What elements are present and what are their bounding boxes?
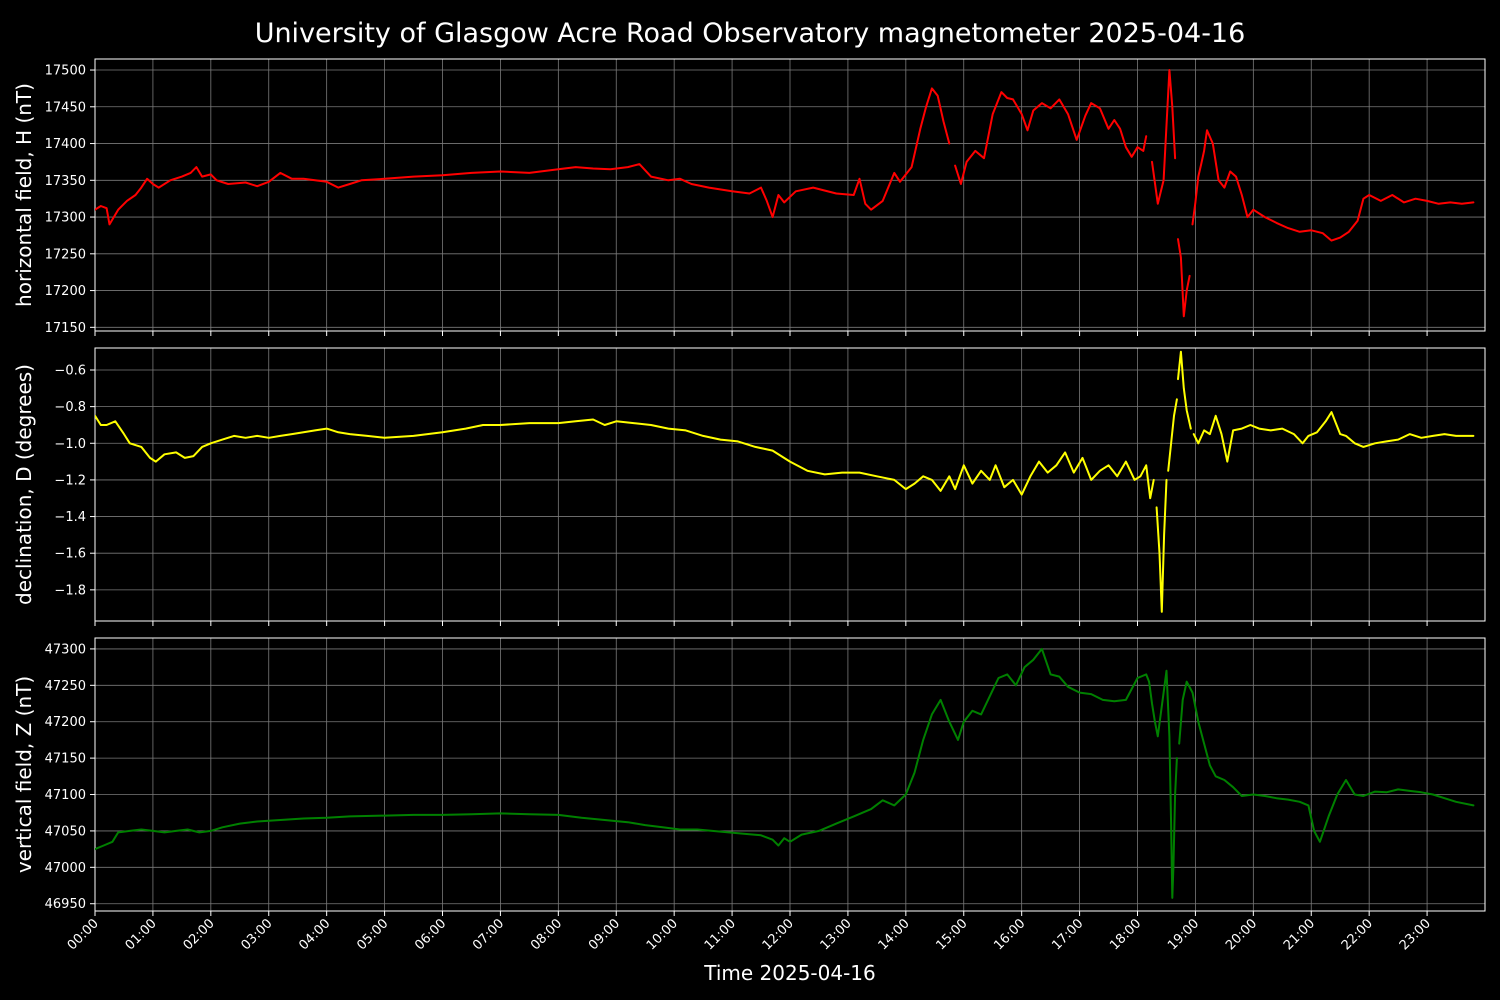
y-tick-label: −0.6 [54, 363, 86, 378]
y-axis-label: vertical field, Z (nT) [12, 676, 36, 873]
series-line-segment [954, 91, 1148, 185]
series-group [95, 350, 1475, 613]
series-line-segment [1155, 478, 1168, 613]
series-group [95, 647, 1475, 899]
panel-frame [94, 347, 1486, 622]
y-tick-label: −1.8 [54, 583, 86, 598]
series-line-segment [1191, 129, 1475, 242]
panel-declination: −1.8 −1.6 −1.4 −1.2 −1.0 −0.8 −0.6 declination,… [12, 347, 1486, 626]
y-tick-label: 47050 [45, 824, 86, 839]
panel-frame [94, 637, 1486, 912]
y-tick-label: −1.0 [54, 437, 86, 452]
y-tick-label: 17300 [45, 211, 86, 226]
y-tick-label: 17350 [45, 174, 86, 189]
y-tick-label: 47250 [45, 679, 86, 694]
panel-frame [94, 58, 1486, 332]
plot-panels: 17150 17200 17250 17300 17350 17400 17450 17500… [12, 58, 1486, 953]
series-line-segment [95, 647, 1178, 899]
series-line-segment [95, 414, 1155, 500]
series-line-segment [1151, 69, 1177, 205]
y-tick-label: 47150 [45, 752, 86, 767]
y-tick-label: 17150 [45, 321, 86, 336]
y-tick-label: 46950 [45, 897, 86, 912]
y-axis-label: horizontal field, H (nT) [12, 83, 36, 307]
series-line-segment [1167, 398, 1178, 472]
y-tick-label: 17250 [45, 247, 86, 262]
y-tick-label: −1.2 [54, 473, 86, 488]
y-tick-label: 47200 [45, 715, 86, 730]
series-line-segment [1178, 680, 1475, 843]
series-line-segment [95, 87, 951, 226]
series-group [95, 69, 1475, 318]
y-tick-label: −1.4 [54, 510, 86, 525]
y-tick-label: 47000 [45, 861, 86, 876]
y-tick-label: −0.8 [54, 400, 86, 415]
series-line-segment [1177, 238, 1191, 318]
panel-horizontal-field: 17150 17200 17250 17300 17350 17400 17450 17500… [12, 58, 1486, 336]
chart-title: University of Glasgow Acre Road Observat… [255, 18, 1246, 49]
y-tick-label: 17200 [45, 284, 86, 299]
y-axis-label: declination, D (degrees) [12, 364, 36, 605]
series-line-segment [1177, 350, 1192, 430]
series-line-segment [1192, 411, 1475, 463]
x-axis-label: Time 2025-04-16 [703, 961, 876, 985]
y-tick-label: −1.6 [54, 547, 86, 562]
y-tick-label: 17400 [45, 137, 86, 152]
y-tick-label: 47300 [45, 642, 86, 657]
y-tick-label: 47100 [45, 788, 86, 803]
y-tick-label: 17500 [45, 64, 86, 79]
y-tick-label: 17450 [45, 100, 86, 115]
